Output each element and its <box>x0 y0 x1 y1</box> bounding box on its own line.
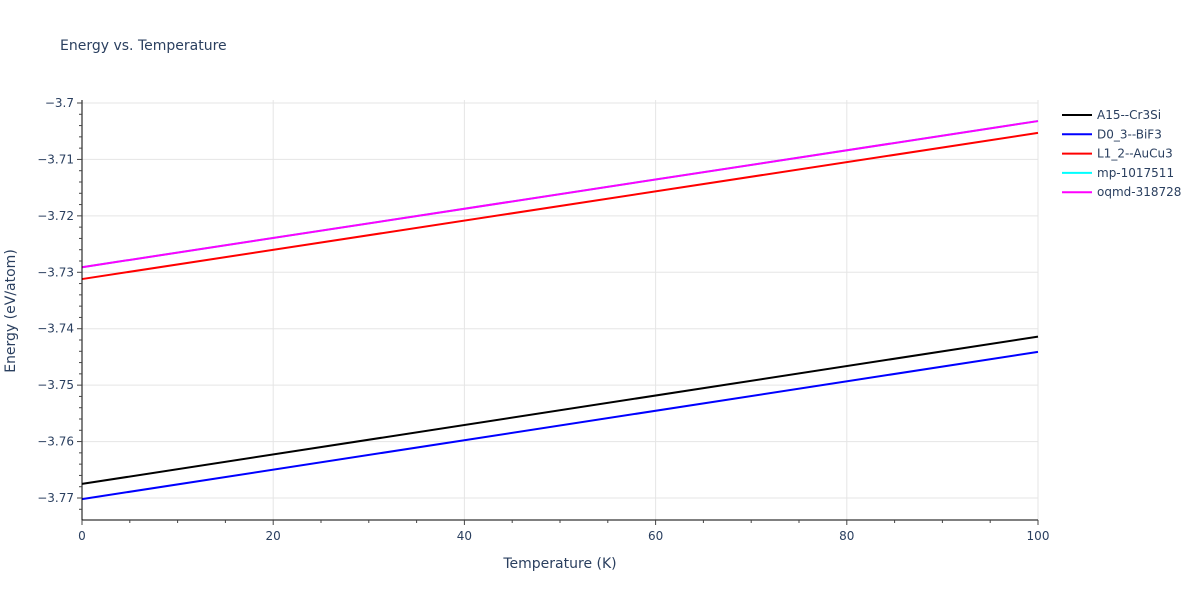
legend-item[interactable]: oqmd-318728 <box>1062 185 1181 199</box>
y-axis-title: Energy (eV/atom) <box>3 249 19 373</box>
legend-item[interactable]: mp-1017511 <box>1062 166 1174 180</box>
y-tick-label: −3.73 <box>37 265 74 279</box>
y-tick-label: −3.76 <box>37 435 74 449</box>
y-tick-label: −3.72 <box>37 209 74 223</box>
axes <box>81 100 1038 521</box>
y-tick-label: −3.7 <box>45 96 74 110</box>
x-tick-label: 60 <box>648 529 663 543</box>
x-tick-label: 20 <box>266 529 281 543</box>
x-axis-title: Temperature (K) <box>502 556 616 572</box>
y-tick-label: −3.77 <box>37 491 74 505</box>
y-tick-label: −3.75 <box>37 378 74 392</box>
series-line <box>81 131 1039 281</box>
legend: A15--Cr3Si D0_3--BiF3 L1_2--AuCu3 mp-101751… <box>1062 108 1181 199</box>
legend-label: mp-1017511 <box>1097 166 1174 180</box>
y-tick-label: −3.74 <box>37 322 74 336</box>
legend-item[interactable]: L1_2--AuCu3 <box>1062 147 1173 161</box>
series-line <box>81 350 1039 501</box>
chart-title: Energy vs. Temperature <box>60 38 227 54</box>
x-axis-ticks: 0 20 40 60 80 100 <box>78 520 1049 543</box>
series-line <box>81 335 1039 485</box>
x-tick-label: 40 <box>457 529 472 543</box>
legend-item[interactable]: D0_3--BiF3 <box>1062 127 1162 141</box>
y-tick-label: −3.71 <box>37 152 74 166</box>
legend-label: L1_2--AuCu3 <box>1097 147 1173 161</box>
grid-lines <box>82 100 1039 520</box>
legend-label: D0_3--BiF3 <box>1097 127 1162 141</box>
x-tick-label: 0 <box>78 529 86 543</box>
x-tick-label: 80 <box>839 529 854 543</box>
series-lines <box>81 120 1039 501</box>
y-axis-ticks: −3.7 −3.71 −3.72 −3.73 −3.74 −3.75 −3.76 −3.77 <box>37 96 82 510</box>
series-line <box>81 120 1039 269</box>
legend-item[interactable]: A15--Cr3Si <box>1062 108 1161 122</box>
legend-label: A15--Cr3Si <box>1097 108 1161 122</box>
x-tick-label: 100 <box>1027 529 1050 543</box>
legend-label: oqmd-318728 <box>1097 185 1181 199</box>
